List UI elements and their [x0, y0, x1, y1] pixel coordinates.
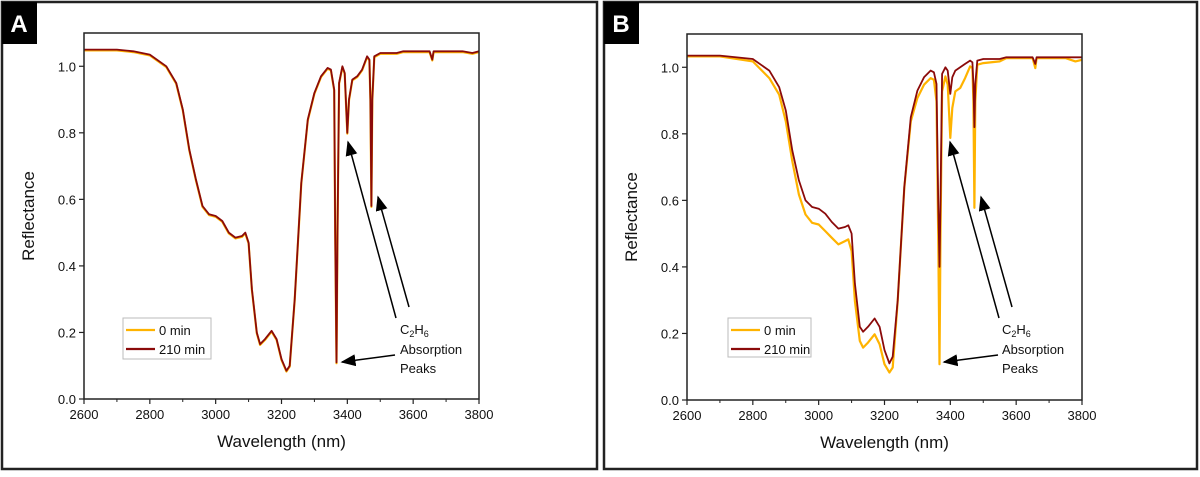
legend-box	[122, 317, 212, 360]
y-tick-label: 0.4	[661, 260, 679, 275]
legend-box	[727, 317, 812, 358]
y-axis-label: Reflectance	[19, 171, 38, 261]
x-axis-label: Wavelength (nm)	[820, 433, 949, 452]
y-tick-label: 1.0	[58, 59, 76, 74]
series-line-210-min	[84, 48, 480, 372]
x-tick-label: 2800	[738, 408, 767, 423]
x-axis-label: Wavelength (nm)	[217, 432, 346, 451]
annotation-formula: C	[400, 322, 409, 337]
annotation-arrow	[947, 140, 1000, 319]
y-tick-label: 0.0	[661, 393, 679, 408]
annotation-arrow	[375, 195, 410, 308]
x-tick-label: 3200	[267, 407, 296, 422]
x-tick-label: 2800	[135, 407, 164, 422]
legend-label: 0 min	[764, 323, 796, 338]
panel-label: A	[10, 11, 27, 38]
x-tick-label: 3600	[1002, 408, 1031, 423]
y-axis-label: Reflectance	[622, 172, 641, 262]
legend-label: 210 min	[159, 342, 205, 357]
annotation-sub1: 2	[409, 329, 414, 339]
y-tick-label: 0.2	[661, 326, 679, 341]
x-tick-label: 3400	[936, 408, 965, 423]
annotation-line3: Peaks	[1002, 361, 1039, 376]
y-tick-label: 0.4	[58, 259, 76, 274]
annotation-arrow	[942, 354, 999, 367]
x-tick-label: 3800	[465, 407, 494, 422]
annotation-formula: C2H6	[1002, 322, 1031, 339]
annotation-arrow	[340, 354, 396, 367]
annotation-arrow	[978, 195, 1013, 308]
annotation-sub2: 6	[1026, 329, 1031, 339]
series-line-210-min	[687, 54, 1082, 365]
annotation-arrow	[345, 140, 397, 319]
panel-border	[0, 0, 599, 471]
x-tick-label: 3800	[1068, 408, 1097, 423]
y-tick-label: 1.0	[661, 60, 679, 75]
panel-label: B	[612, 11, 629, 38]
x-tick-label: 3000	[804, 408, 833, 423]
panel-a: A 2600 2800 3000 3200 3400 3600 3800 0.0 0.2 0.4 0.…	[0, 0, 599, 471]
annotation-formula: C	[1002, 322, 1011, 337]
annotation-mid: H	[414, 322, 423, 337]
y-tick-label: 0.6	[58, 192, 76, 207]
panel-border	[602, 0, 1199, 471]
annotation-line3: Peaks	[400, 361, 437, 376]
panel-b: B 2600 2800 3000 3200 3400 3600 3800 0.0 0.2 0.4 0.…	[602, 0, 1199, 471]
legend-label: 0 min	[159, 323, 191, 338]
annotation-sub2: 6	[424, 329, 429, 339]
x-tick-label: 3400	[333, 407, 362, 422]
annotation-formula: C2H6	[400, 322, 429, 339]
y-tick-label: 0.2	[58, 325, 76, 340]
annotation-line2: Absorption	[1002, 342, 1064, 357]
y-tick-label: 0.8	[58, 126, 76, 141]
x-tick-label: 3000	[201, 407, 230, 422]
y-tick-label: 0.0	[58, 392, 76, 407]
y-tick-label: 0.8	[661, 127, 679, 142]
y-tick-label: 0.6	[661, 193, 679, 208]
legend-label: 210 min	[764, 342, 810, 357]
annotation-mid: H	[1016, 322, 1025, 337]
annotation-line2: Absorption	[400, 342, 462, 357]
x-tick-label: 3200	[870, 408, 899, 423]
x-tick-label: 2600	[70, 407, 99, 422]
panel-label-box	[604, 2, 639, 44]
panel-label-box	[2, 2, 37, 44]
x-tick-label: 3600	[399, 407, 428, 422]
x-tick-label: 2600	[673, 408, 702, 423]
annotation-sub1: 2	[1011, 329, 1016, 339]
